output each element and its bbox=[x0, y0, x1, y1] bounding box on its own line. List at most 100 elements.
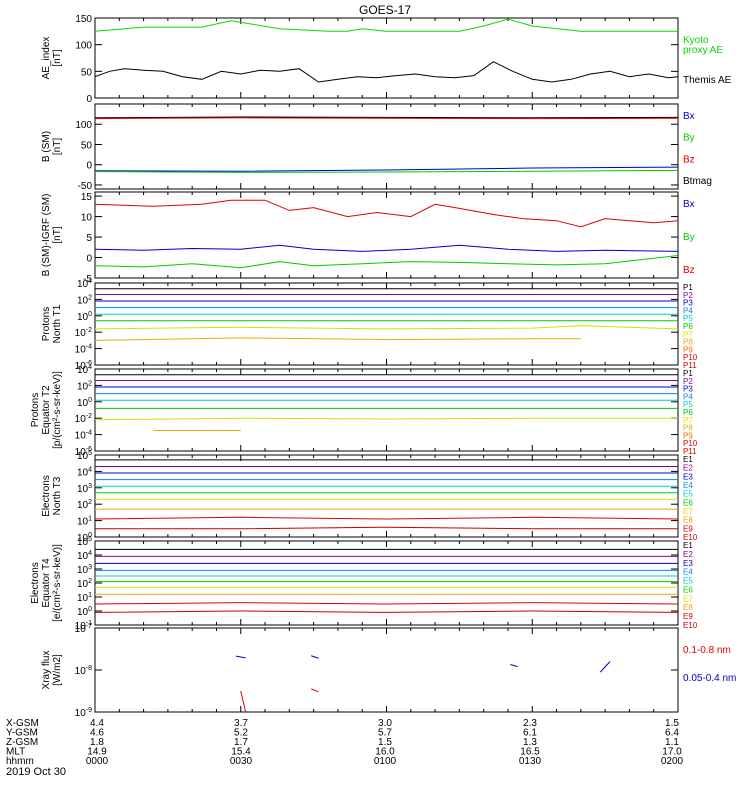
series-line-e9 bbox=[95, 516, 678, 520]
series-group bbox=[95, 548, 678, 613]
y-tick-label: 5 bbox=[86, 233, 92, 244]
legend-label: E9 bbox=[683, 612, 693, 621]
panel-3: -5 0 5 10 15 B (SM)-IGRF (SM) [nT] Bx By Bz bbox=[41, 191, 695, 285]
series-line-e9 bbox=[95, 602, 678, 605]
y-tick-label: 15 bbox=[81, 192, 93, 203]
y-tick-label: 100 bbox=[77, 606, 92, 618]
series-group bbox=[95, 288, 678, 341]
series-line-bz bbox=[95, 199, 678, 228]
flux-segment bbox=[311, 655, 319, 659]
y-axis-label: Equator T2 bbox=[41, 385, 52, 435]
legend-label: P2 bbox=[683, 377, 693, 386]
y-axis-label: North T3 bbox=[52, 476, 63, 515]
series-line-themis-ae bbox=[95, 61, 678, 83]
y-axis-label: AE_index bbox=[41, 37, 52, 80]
footer-value: 0030 bbox=[230, 756, 253, 767]
legend-label: P2 bbox=[683, 291, 693, 300]
series-group bbox=[95, 459, 678, 530]
y-tick-label: 10-2 bbox=[75, 327, 92, 339]
y-tick-label: 101 bbox=[77, 516, 92, 528]
y-tick-label: 0 bbox=[86, 161, 92, 172]
legend-label: 0.1-0.8 nm bbox=[683, 645, 731, 656]
footer-value: 0000 bbox=[86, 756, 109, 767]
legend-label: P6 bbox=[683, 322, 693, 331]
panel-7: 105 104 103 102 101 100 10-1 Electrons Equator T… bbox=[30, 536, 698, 632]
legend-label: P7 bbox=[683, 416, 693, 425]
panel-frame bbox=[94, 17, 679, 99]
y-tick-label: 102 bbox=[77, 380, 92, 392]
panel-4: 104 102 100 10-2 10-4 10-6 Protons North T1 P1P2… bbox=[41, 278, 698, 372]
series-group bbox=[95, 374, 678, 431]
legend-label: Bx bbox=[683, 111, 695, 122]
legend-label: P8 bbox=[683, 338, 693, 347]
y-tick-label: 104 bbox=[77, 550, 92, 562]
legend-label: Bz bbox=[683, 265, 695, 276]
panel-8: 10-7 10-8 10-9 Xray flux [W/m2] 0.1-0.8 nm 0.0… bbox=[41, 623, 736, 719]
legend-label: P7 bbox=[683, 330, 693, 339]
footer-value: 1.1 bbox=[665, 737, 679, 748]
footer-value: 14.9 bbox=[87, 747, 107, 758]
y-tick-label: 10 bbox=[81, 213, 93, 224]
footer-value: 4.4 bbox=[90, 718, 104, 729]
legend-label: P6 bbox=[683, 408, 693, 417]
y-tick-label: 103 bbox=[77, 564, 92, 576]
legend-label: Bx bbox=[683, 199, 695, 210]
y-axis-label: [W/m2] bbox=[52, 654, 63, 686]
y-tick-label: 100 bbox=[77, 311, 92, 323]
y-axis-label: Xray flux bbox=[41, 651, 52, 690]
series-line-p8 bbox=[95, 337, 581, 341]
footer-row-label: Z-GSM bbox=[6, 737, 38, 748]
footer-value: 1.8 bbox=[90, 737, 104, 748]
legend-label: E6 bbox=[683, 498, 693, 507]
y-tick-label: 102 bbox=[77, 578, 92, 590]
footer-value: 16.0 bbox=[375, 747, 395, 758]
flux-segment bbox=[311, 688, 319, 693]
series-line-bz bbox=[95, 117, 678, 120]
y-axis-label: B (SM)-IGRF (SM) bbox=[41, 194, 52, 277]
flux-segment bbox=[599, 661, 611, 673]
footer-value: 1.3 bbox=[523, 737, 537, 748]
panel-frame bbox=[94, 282, 679, 366]
y-axis-label: B (SM) bbox=[41, 131, 52, 162]
legend-label: E1 bbox=[683, 541, 693, 550]
series-line-btmag bbox=[95, 116, 678, 119]
legend-label: P1 bbox=[683, 369, 693, 378]
flux-segment bbox=[235, 655, 246, 659]
footer-value: 15.4 bbox=[231, 747, 251, 758]
y-axis-label: [nT] bbox=[52, 226, 63, 243]
y-axis-label: Electrons bbox=[30, 562, 41, 604]
footer-value: 3.7 bbox=[234, 718, 248, 729]
legend-label: P11 bbox=[683, 361, 697, 370]
footer-value: 2.3 bbox=[523, 718, 537, 729]
footer-value: 4.6 bbox=[90, 728, 104, 739]
legend-label: P10 bbox=[683, 353, 698, 362]
legend-label: E7 bbox=[683, 594, 693, 603]
panel-frame bbox=[94, 368, 679, 452]
y-tick-label: 10-4 bbox=[75, 430, 92, 442]
legend-label: P5 bbox=[683, 400, 693, 409]
y-axis-label: [nT] bbox=[52, 49, 63, 66]
legend-label: Bz bbox=[683, 154, 695, 165]
panel-frame bbox=[94, 103, 679, 190]
footer-value: 17.0 bbox=[662, 747, 682, 758]
footer-value: 1.5 bbox=[378, 737, 392, 748]
legend-label: Btmag bbox=[683, 176, 712, 187]
y-axis-label: Protons bbox=[41, 307, 52, 341]
legend-label: proxy AE bbox=[683, 45, 723, 56]
footer-value: 0100 bbox=[374, 756, 397, 767]
y-tick-label: 100 bbox=[77, 397, 92, 409]
series-group bbox=[235, 655, 611, 712]
y-axis-label: [p/(cm²-s-sr-keV)] bbox=[52, 371, 63, 449]
date-label: 2019 Oct 30 bbox=[6, 766, 66, 778]
footer-value: 6.4 bbox=[665, 728, 679, 739]
y-tick-label: 102 bbox=[77, 499, 92, 511]
panel-frame bbox=[94, 454, 679, 538]
legend-label: E2 bbox=[683, 464, 693, 473]
legend-label: P9 bbox=[683, 431, 693, 440]
y-axis-label: North T1 bbox=[52, 304, 63, 343]
series-line-by bbox=[95, 169, 678, 173]
y-tick-label: -5 bbox=[83, 274, 92, 285]
series-line-bx bbox=[95, 244, 678, 252]
